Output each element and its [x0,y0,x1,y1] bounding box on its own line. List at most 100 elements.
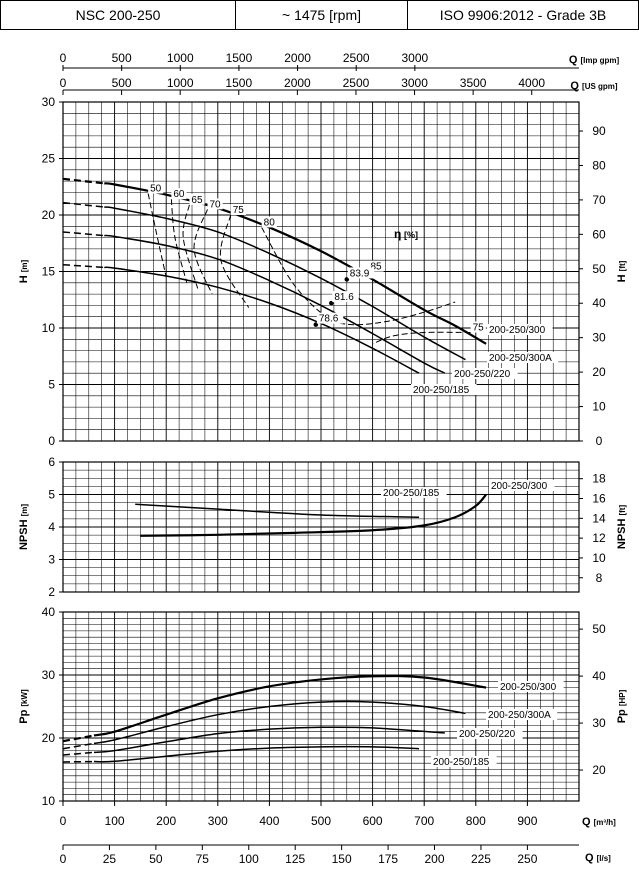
m3h-axis-label: Q [m³/h] [582,816,616,828]
efficiency-value-85: 85 [370,262,382,273]
ls-axis-tick-label: 0 [60,852,67,866]
efficiency-label-70: 70 [209,199,221,210]
power-200-250-300A-curve-dashed [62,742,95,750]
ls-axis-tick-label: 175 [378,852,398,866]
head-series-label-200-250-300-bg [487,324,553,335]
npsh-y-tick-label: 6 [48,455,55,469]
head-200-250-185-curve-dashed [62,263,105,269]
efficiency-label-50: 50 [150,184,162,195]
head-200-250-220-curve-dashed [62,231,105,237]
head-y-tick-label: 15 [42,265,56,279]
npsh-series-label-185: 200-250/185 [383,488,440,499]
ls-axis-label-unit: [l/s] [597,854,612,863]
head-200-250-300A-curve-dashed [62,201,105,208]
npsh-series-label-300: 200-250/300 [491,481,548,492]
head-series-label-200-250-300: 200-250/300 [489,325,546,336]
head-series-label-200-250-185-bg [411,384,477,395]
power-200-250-220-curve [93,726,445,754]
power-y-axis-label-unit: [kW] [20,689,29,707]
efficiency-unit: [%] [404,230,418,240]
npsh-200-250-300-curve [140,493,487,537]
head-y-axis-right-label-unit: [ft] [618,260,627,271]
npsh-y-tick-right-label: 18 [592,472,606,486]
efficiency-label-80: 80 [264,217,276,228]
m3h-axis-tick-label: 0 [60,814,67,828]
power-y-axis-label: Pp [kW] [18,689,30,724]
imp-axis-label-main: Q [569,54,581,66]
us-axis-label-unit: [US gpm] [582,82,618,91]
m3h-axis-label-main: Q [582,816,594,828]
npsh-series-label-185-bg [381,487,447,498]
power-y-tick-right-label: 30 [592,716,606,730]
head-y-tick-right-label: 30 [592,331,606,345]
efficiency-value-78.6: 78.6 [319,314,339,325]
ls-axis-tick-label: 150 [332,852,352,866]
imp-axis-tick-label: 3000 [402,51,429,65]
head-y-tick-label: 30 [42,95,56,109]
m3h-axis-label-unit: [m³/h] [594,818,617,827]
m3h-axis-tick-label: 100 [105,814,125,828]
head-y-tick-label: 0 [48,434,55,448]
npsh-y-tick-right-label: 14 [592,511,606,525]
power-series-label-200-250-220-bg [457,728,523,739]
head-y-tick-label: 20 [42,208,56,222]
power-200-250-300-curve [93,674,487,737]
npsh-y-axis-label-main: NPSH [18,516,30,550]
power-y-tick-label: 10 [42,794,56,808]
npsh-y-axis-label: NPSH [m] [18,504,30,550]
efficiency-label-75-bg [470,321,486,333]
ls-axis-tick-label: 50 [149,852,163,866]
imp-axis-tick-label: 2500 [343,51,370,65]
m3h-axis-tick-label: 800 [466,814,486,828]
us-axis-tick-label: 3000 [401,76,428,90]
power-200-250-300-curve-dashed [62,734,95,743]
power-series-label-200-250-300A-bg [486,709,558,720]
npsh-y-tick-right-label: 12 [592,531,606,545]
power-y-axis-label-main: Pp [18,707,30,724]
efficiency-label-65: 65 [191,195,203,206]
efficiency-label-60-bg [171,188,187,200]
us-axis-label-main: Q [570,80,582,92]
efficiency-label-65-bg [189,193,205,205]
efficiency-label-80-bg [261,216,277,228]
head-y-tick-label: 5 [48,378,55,392]
head-200-250-300-curve [104,182,487,345]
npsh-y-tick-label: 4 [48,520,55,534]
npsh-y-axis-right-label-unit: [ft] [618,505,627,516]
us-axis-tick-label: 3500 [460,76,487,90]
us-axis-tick-label: 2500 [343,76,370,90]
head-y-axis-right-label: H [ft] [616,260,628,282]
ls-axis-tick-label: 250 [517,852,537,866]
power-y-tick-label: 40 [42,605,56,619]
head-y-tick-right-label: 20 [592,365,606,379]
power-series-label-200-250-220: 200-250/220 [459,729,516,740]
efficiency-label-60: 60 [173,189,185,200]
m3h-axis-tick-label: 500 [311,814,331,828]
head-series-label-200-250-185: 200-250/185 [413,385,470,396]
head-y-tick-right-label: 50 [592,262,606,276]
npsh-y-axis-right-label-main: NPSH [616,516,628,550]
npsh-y-axis-label-unit: [m] [20,504,29,517]
us-axis-label: Q [US gpm] [570,80,618,92]
ls-axis-tick-label: 25 [103,852,117,866]
efficiency-value-81.6: 81.6 [334,292,354,303]
power-y-tick-right-label: 20 [592,763,606,777]
npsh-y-tick-right-label: 16 [592,492,606,506]
head-200-250-300A-curve [104,206,466,361]
us-axis-tick-label: 500 [112,76,132,90]
imp-axis-tick-label: 2000 [284,51,311,65]
head-y-tick-label: 10 [42,321,56,335]
npsh-y-tick-label: 2 [48,585,55,599]
pump-model: NSC 200-250 [1,1,236,29]
efficiency-line-50 [147,193,167,278]
power-y-tick-right-label: 50 [592,622,606,636]
efficiency-label-75: 75 [473,323,485,334]
efficiency-label-75-bg [230,204,246,215]
power-y-axis-right-label-main: Pp [616,706,628,723]
head-y-tick-right-label: 60 [592,227,606,241]
head-y-tick-right-label: 10 [592,400,606,414]
npsh-y-tick-right-label: 8 [596,571,603,585]
power-y-tick-label: 30 [42,668,56,682]
imp-axis-tick-label: 1500 [226,51,253,65]
head-200-250-220-curve [104,234,446,374]
